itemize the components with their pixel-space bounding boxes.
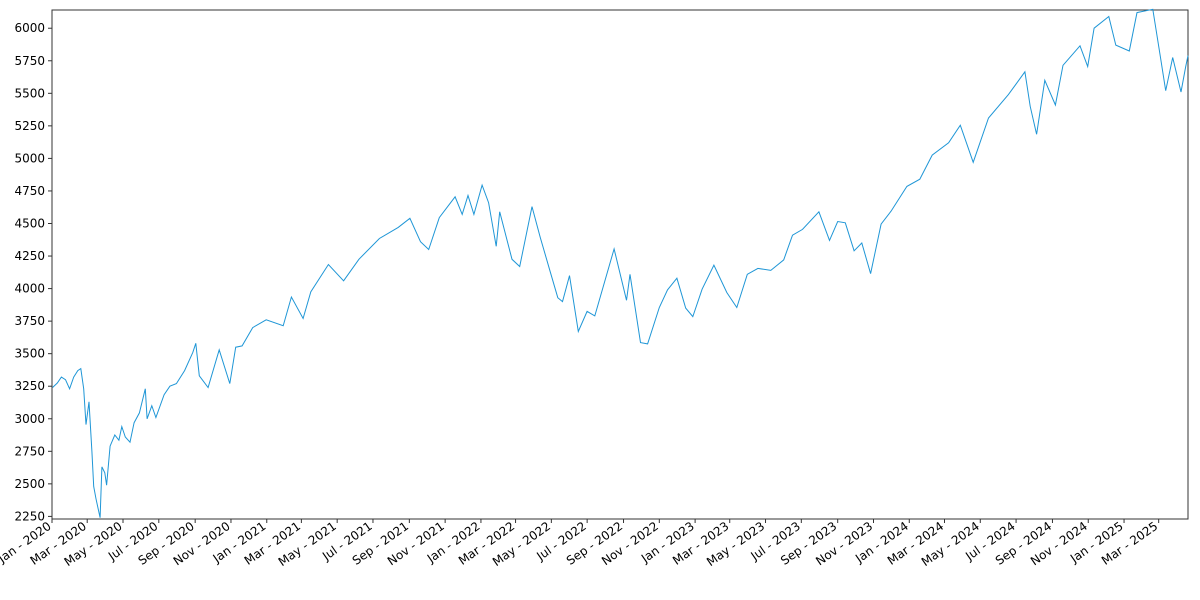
y-tick-label: 4250 [14, 249, 45, 263]
series-line [52, 8, 1189, 518]
y-tick-label: 4500 [14, 216, 45, 230]
y-tick-label: 4000 [14, 282, 45, 296]
y-tick-label: 2750 [14, 444, 45, 458]
y-tick-label: 5000 [14, 151, 45, 165]
y-tick-label: 3000 [14, 412, 45, 426]
y-tick-label: 4750 [14, 184, 45, 198]
y-tick-label: 2250 [14, 509, 45, 523]
plot-area-frame [51, 9, 1189, 520]
y-tick-label: 6000 [14, 21, 45, 35]
y-tick-label: 2500 [14, 477, 45, 491]
y-tick-label: 5500 [14, 86, 45, 100]
y-tick-label: 3500 [14, 347, 45, 361]
y-tick-label: 5250 [14, 119, 45, 133]
y-tick-label: 3250 [14, 379, 45, 393]
y-tick-label: 3750 [14, 314, 45, 328]
y-tick-label: 5750 [14, 54, 45, 68]
y-axis: 2250 2500 2750 3000 3250 3500 3750 4000 4250 4500… [14, 21, 52, 523]
